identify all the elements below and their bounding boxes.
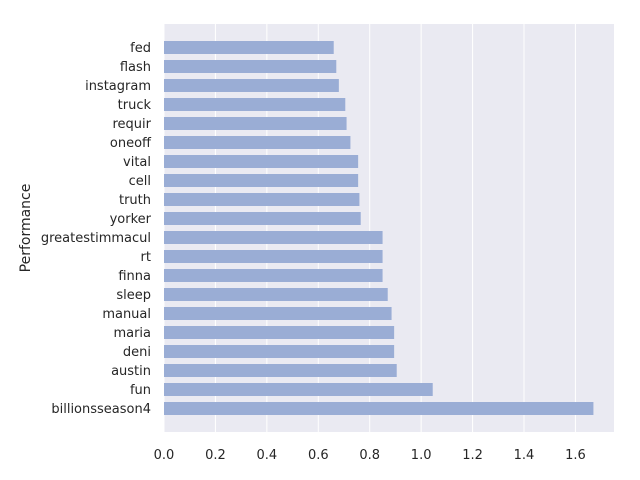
x-tick-label: 0.4 xyxy=(257,448,278,463)
y-tick-label: fun xyxy=(130,383,151,398)
bar-yorker xyxy=(164,212,361,225)
bar-deni xyxy=(164,345,395,358)
x-tick-label: 0.0 xyxy=(154,448,175,463)
bar-finna xyxy=(164,269,383,282)
y-tick-label: cell xyxy=(129,174,151,189)
bar-flash xyxy=(164,60,337,73)
bar-rt xyxy=(164,250,383,263)
x-tick-label: 0.6 xyxy=(308,448,329,463)
bar-maria xyxy=(164,326,395,339)
y-tick-label: greatestimmacul xyxy=(41,231,151,246)
y-tick-label: deni xyxy=(123,345,151,360)
bar-manual xyxy=(164,307,392,320)
y-tick-labels: billionsseason4 fun austin deni maria manual s… xyxy=(41,41,152,417)
x-tick-labels: 0.0 0.2 0.4 0.6 0.8 1.0 1.2 1.4 1.6 xyxy=(154,448,586,463)
y-tick-label: rt xyxy=(141,250,151,265)
y-tick-label: fed xyxy=(130,41,151,56)
y-tick-label: maria xyxy=(113,326,151,341)
x-tick-label: 0.8 xyxy=(359,448,380,463)
y-tick-label: sleep xyxy=(116,288,151,303)
bar-instagram xyxy=(164,79,339,92)
bar-truck xyxy=(164,98,346,111)
y-tick-label: truck xyxy=(118,98,152,113)
bar-cell xyxy=(164,174,359,187)
bar-greatestimmacul xyxy=(164,231,383,244)
y-tick-label: instagram xyxy=(85,79,151,94)
y-tick-label: requir xyxy=(112,117,151,132)
bar-austin xyxy=(164,364,397,377)
bar-fun xyxy=(164,383,433,396)
y-tick-label: austin xyxy=(111,364,151,379)
bar-oneoff xyxy=(164,136,351,149)
y-axis-label: Performance xyxy=(18,184,34,273)
y-tick-label: flash xyxy=(120,60,151,75)
bar-fed xyxy=(164,41,334,54)
x-tick-label: 1.0 xyxy=(411,448,432,463)
bar-vital xyxy=(164,155,359,168)
y-tick-label: vital xyxy=(123,155,151,170)
y-tick-label: finna xyxy=(118,269,151,284)
bars xyxy=(164,41,594,415)
bar-sleep xyxy=(164,288,388,301)
bar-requir xyxy=(164,117,347,130)
y-tick-label: yorker xyxy=(110,212,152,227)
y-tick-label: truth xyxy=(119,193,151,208)
y-tick-label: billionsseason4 xyxy=(51,402,151,417)
x-tick-label: 1.2 xyxy=(462,448,483,463)
x-tick-label: 1.6 xyxy=(565,448,586,463)
y-tick-label: oneoff xyxy=(110,136,152,151)
x-tick-label: 1.4 xyxy=(514,448,535,463)
bar-billionsseason4 xyxy=(164,402,594,415)
x-tick-label: 0.2 xyxy=(205,448,226,463)
y-tick-label: manual xyxy=(102,307,151,322)
bar-truth xyxy=(164,193,360,206)
